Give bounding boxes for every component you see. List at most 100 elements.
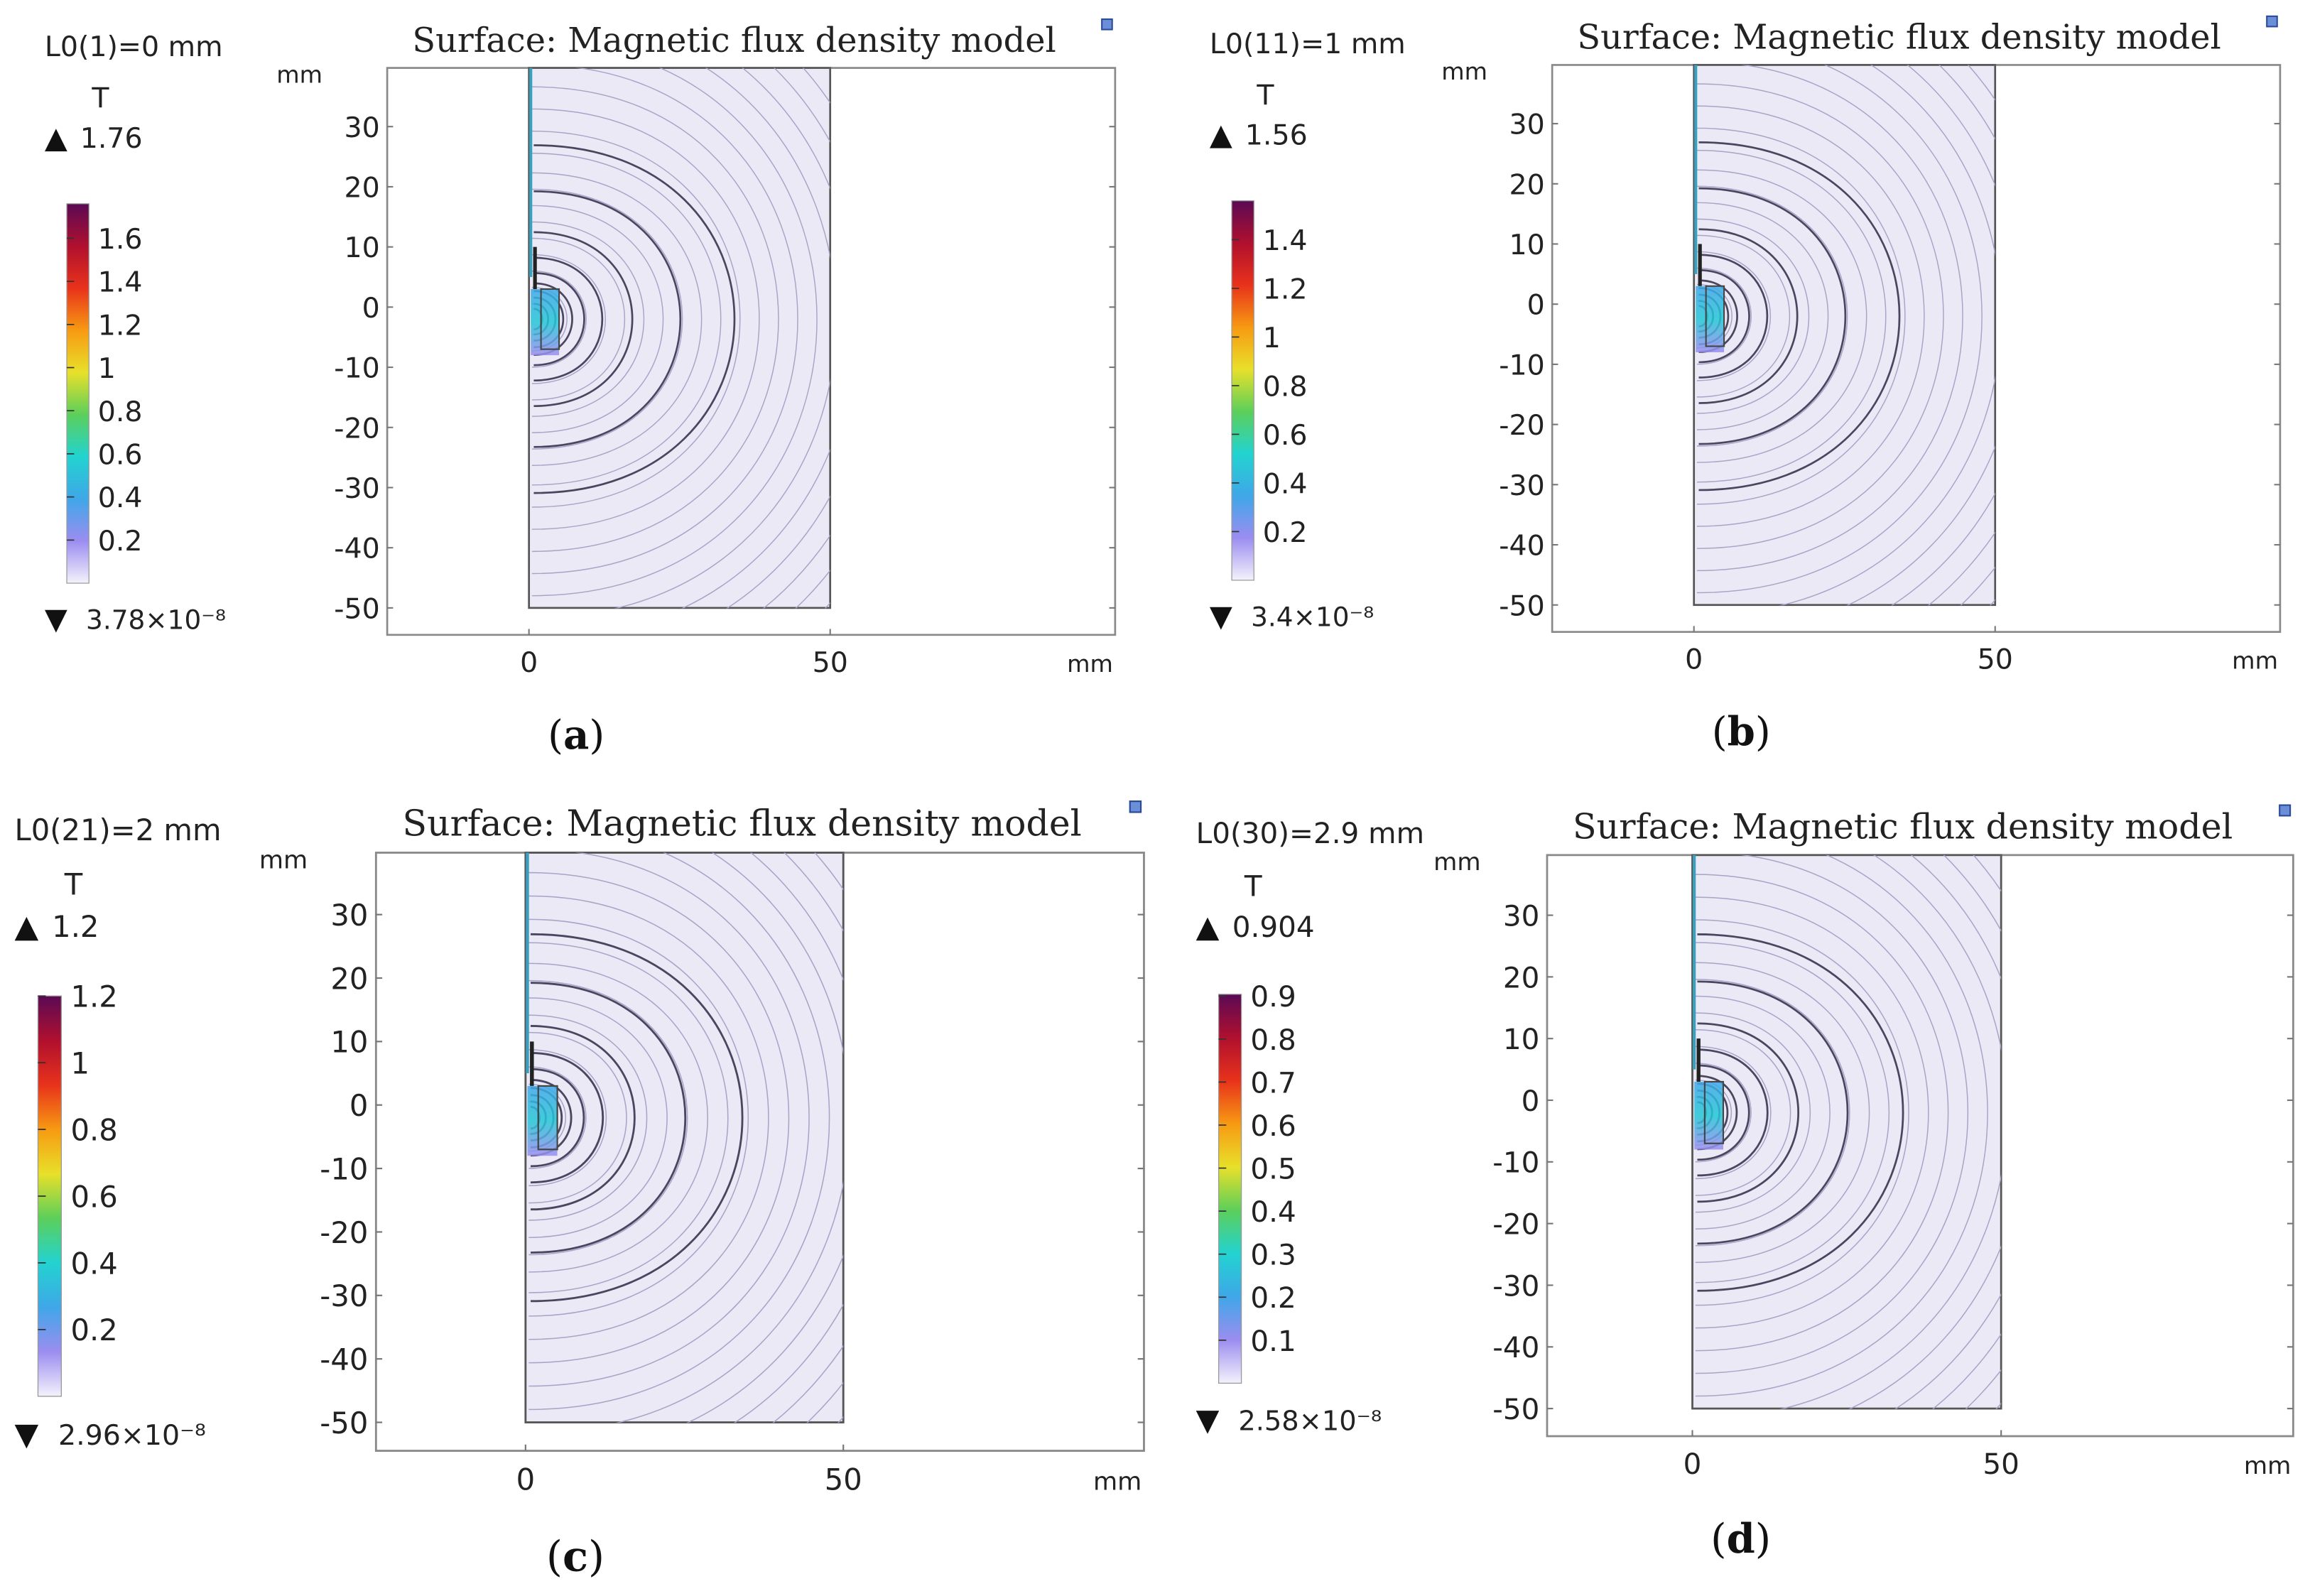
magnet-region — [531, 288, 560, 356]
contour-line-light — [1696, 105, 1925, 527]
contour-line-light — [528, 942, 729, 1293]
contour-line-light — [531, 237, 626, 401]
colorbar-tick-label: 0.6 — [1263, 419, 1308, 452]
x-tick-label: 50 — [1978, 644, 2013, 676]
caption-open: ( — [548, 712, 563, 759]
contour-line-light — [1695, 896, 1929, 1329]
y-axis-unit: mm — [1433, 848, 1480, 876]
contour-line-light — [1696, 251, 1772, 381]
magnet-outline — [1705, 285, 1725, 347]
y-tick-label: -10 — [334, 352, 379, 385]
contour-line — [1697, 980, 1849, 1245]
x-tick-label: 50 — [825, 1462, 862, 1497]
contour-line-light — [528, 852, 830, 1411]
panel-b: L0(11)=1 mm T ▲ 1.56 0.2 0.4 0.6 0.8 1 1.2 1.4 ▼ 3.4… — [1210, 15, 2282, 756]
y-axis-unit: mm — [259, 845, 308, 874]
colorbar-tick-label: 0.4 — [1263, 467, 1308, 500]
contour-line-light — [1696, 267, 1752, 365]
y-tick-label: 0 — [362, 292, 380, 325]
contour-line-light — [528, 979, 688, 1256]
colorbar-tick-label: 0.2 — [1250, 1281, 1296, 1315]
contour-line-light — [528, 895, 769, 1340]
view-icon — [1101, 18, 1113, 31]
y-tick-label: 30 — [344, 112, 379, 144]
plot-title: Surface: Magnetic flux density model — [1573, 806, 2233, 847]
min-marker-icon: ▼ — [15, 1416, 39, 1453]
contour-line-light — [1695, 874, 1949, 1352]
colorbar-tick-label: 0.6 — [71, 1179, 118, 1214]
colorbar-tick-label: 0.6 — [98, 438, 143, 471]
parameter-label: L0(30)=2.9 mm — [1196, 816, 1424, 850]
colorbar-tick-label: 0.8 — [1263, 370, 1308, 403]
contour-line-light — [1696, 127, 1906, 505]
x-tick-label: 0 — [1683, 1447, 1702, 1481]
caption-letter: b — [1728, 709, 1755, 756]
colorbar-min: 2.58×10⁻⁸ — [1238, 1405, 1382, 1437]
contour-line — [1698, 268, 1750, 364]
contour-line-light — [1696, 65, 1983, 594]
contour-line-light — [1695, 1063, 1752, 1163]
caption-letter: c — [563, 1531, 588, 1580]
contour-line-light — [531, 67, 798, 575]
contour-line-light — [531, 270, 587, 368]
y-tick-label: 0 — [349, 1088, 369, 1123]
y-tick-label: 30 — [330, 898, 368, 933]
y-tick-label: 10 — [1509, 229, 1545, 261]
colorbar-tick-label: 0.2 — [98, 525, 143, 558]
contour-line-light — [1695, 1029, 1791, 1196]
y-axis-unit: mm — [1441, 58, 1487, 85]
colorbar-tick-label: 0.1 — [1250, 1324, 1296, 1358]
caption-close: ) — [1755, 1515, 1771, 1563]
contour-line-light — [1848, 854, 2002, 1409]
colorbar-tick-label: 0.8 — [71, 1112, 118, 1147]
contour-line-light — [528, 872, 790, 1364]
y-tick-label: -20 — [320, 1215, 368, 1250]
y-tick-label: -10 — [1492, 1146, 1539, 1180]
contour-line-light — [528, 918, 749, 1317]
colorbar-unit: T — [1244, 869, 1262, 903]
caption-letter: d — [1727, 1514, 1755, 1563]
contour-line-light — [1696, 202, 1829, 430]
contour-line-light — [531, 221, 644, 417]
magnet-outline — [537, 1085, 558, 1151]
magnet-outline — [1703, 1080, 1725, 1144]
colorbar-tick-label: 0.9 — [1250, 979, 1296, 1014]
contour-line — [533, 272, 585, 367]
x-tick-label: 0 — [520, 646, 538, 679]
min-marker-icon: ▼ — [1196, 1402, 1220, 1438]
panel-c: L0(21)=2 mm T ▲ 1.2 0.2 0.4 0.6 0.8 1 1.2 ▼ 2.96×10… — [15, 800, 1145, 1580]
panel-caption: (d) — [1710, 1514, 1771, 1563]
contour-line-light — [528, 852, 810, 1387]
y-tick-label: -30 — [320, 1279, 368, 1313]
y-tick-label: 20 — [344, 171, 379, 204]
contour-line-light — [1696, 218, 1810, 414]
contour-line — [533, 256, 604, 382]
contour-line-light — [531, 108, 760, 530]
view-icon — [1129, 800, 1142, 813]
contour-line — [1698, 254, 1769, 379]
y-tick-label: 10 — [1503, 1022, 1540, 1056]
colorbar-tick-label: 0.2 — [1263, 516, 1308, 549]
panel-caption: (c) — [546, 1531, 604, 1580]
plot-title: Surface: Magnetic flux density model — [1577, 18, 2220, 58]
parameter-label: L0(1)=0 mm — [45, 31, 223, 63]
contour-line-light — [1696, 83, 1944, 549]
magnet-region — [527, 1085, 558, 1156]
plot-title: Surface: Magnetic flux density model — [412, 21, 1056, 60]
view-icon — [2266, 15, 2278, 28]
x-tick-label: 50 — [1983, 1447, 2019, 1481]
contour-line-light — [1695, 1046, 1772, 1180]
y-tick-label: -50 — [1499, 590, 1545, 622]
y-tick-label: -30 — [1499, 469, 1545, 502]
caption-letter: a — [563, 712, 589, 759]
contour-line-light — [1695, 854, 1988, 1397]
contour-line — [1698, 187, 1847, 445]
contour-line — [1697, 933, 1904, 1292]
y-tick-label: -10 — [320, 1151, 368, 1186]
y-tick-label: -40 — [1499, 530, 1545, 563]
x-axis-unit: mm — [2244, 1452, 2291, 1480]
colorbar-tick-label: 1.2 — [1263, 273, 1308, 306]
panel-d: L0(30)=2.9 mm T ▲ 0.904 0.1 0.2 0.3 0.4 0.5 0.6 0.… — [1196, 804, 2294, 1563]
y-tick-label: 30 — [1503, 899, 1540, 933]
